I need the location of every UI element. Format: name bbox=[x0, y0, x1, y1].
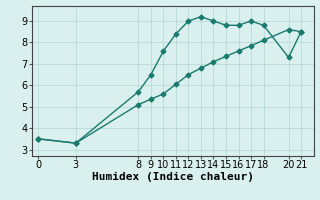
X-axis label: Humidex (Indice chaleur): Humidex (Indice chaleur) bbox=[92, 172, 254, 182]
